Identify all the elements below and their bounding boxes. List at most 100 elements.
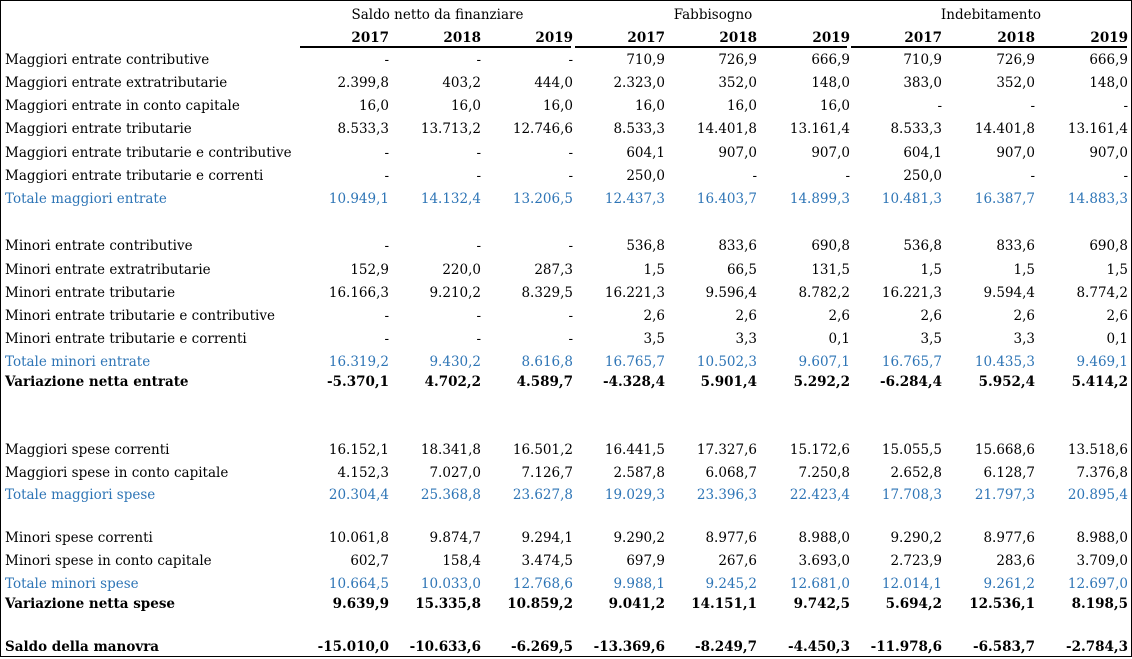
year-header: 2019: [812, 30, 850, 46]
row-label: Minori spese correnti: [5, 530, 153, 546]
table-row: Maggiori entrate tributarie e correnti - -…: [0, 168, 1132, 188]
year-header: 2017: [351, 30, 389, 46]
cell-value: 18.341,8: [420, 442, 481, 458]
cell-value: 283,6: [996, 553, 1035, 569]
cell-value: 12.014,1: [881, 576, 942, 592]
cell-value: 3.709,0: [1076, 553, 1128, 569]
cell-value: -: [476, 168, 481, 184]
cell-value: 710,9: [903, 52, 942, 68]
cell-value: 25.368,8: [420, 487, 481, 503]
cell-value: 131,5: [811, 262, 850, 278]
cell-value: 10.033,0: [420, 576, 481, 592]
cell-value: 10.502,3: [696, 354, 757, 370]
cell-value: 666,9: [1089, 52, 1128, 68]
cell-value: 9.988,1: [613, 576, 665, 592]
cell-value: 6.128,7: [983, 465, 1035, 481]
cell-value: 2,6: [1013, 308, 1035, 324]
row-label: Maggiori entrate in conto capitale: [5, 98, 240, 114]
cell-value: 287,3: [534, 262, 573, 278]
cell-value: 16.319,2: [328, 354, 389, 370]
cell-value: -: [752, 168, 757, 184]
cell-value: 2,6: [1106, 308, 1128, 324]
cell-value: 4.702,2: [424, 374, 481, 390]
cell-value: 604,1: [626, 145, 665, 161]
cell-value: -6.583,7: [973, 639, 1035, 655]
cell-value: 15.172,6: [789, 442, 850, 458]
year-header: 2018: [997, 30, 1035, 46]
cell-value: 3.693,0: [798, 553, 850, 569]
column-group-header: Indebitamento: [940, 7, 1042, 23]
cell-value: 8.533,3: [613, 121, 665, 137]
cell-value: 16.152,1: [328, 442, 389, 458]
row-label: Minori entrate contributive: [5, 238, 193, 254]
cell-value: 9.596,4: [705, 285, 757, 301]
cell-value: 9.041,2: [608, 596, 665, 612]
cell-value: 1,5: [920, 262, 942, 278]
table-row: Minori entrate extratributarie 152,9 220,0…: [0, 262, 1132, 282]
cell-value: 2,6: [735, 308, 757, 324]
row-label: Maggiori spese in conto capitale: [5, 465, 229, 481]
year-header: 2019: [1090, 30, 1128, 46]
cell-value: 602,7: [350, 553, 389, 569]
table-row: Maggiori entrate in conto capitale 16,0 16…: [0, 98, 1132, 118]
table-row: Totale minori spese 10.664,5 10.033,0 12.76…: [0, 576, 1132, 596]
cell-value: 9.607,1: [798, 354, 850, 370]
cell-value: 8.782,2: [798, 285, 850, 301]
cell-value: -6.284,4: [880, 374, 942, 390]
cell-value: 690,8: [1089, 238, 1128, 254]
row-label: Minori entrate extratributarie: [5, 262, 211, 278]
cell-value: -6.269,5: [511, 639, 573, 655]
cell-value: 16.501,2: [512, 442, 573, 458]
cell-value: 3.474,5: [521, 553, 573, 569]
cell-value: 8.329,5: [521, 285, 573, 301]
cell-value: -: [1123, 168, 1128, 184]
cell-value: 3,5: [920, 331, 942, 347]
cell-value: -11.978,6: [870, 639, 942, 655]
cell-value: 0,1: [828, 331, 850, 347]
cell-value: 7.376,8: [1076, 465, 1128, 481]
cell-value: 8.616,8: [521, 354, 573, 370]
cell-value: 907,0: [718, 145, 757, 161]
cell-value: 16,0: [542, 98, 573, 114]
cell-value: 148,0: [811, 75, 850, 91]
cell-value: 16.387,7: [974, 191, 1035, 207]
row-label: Minori spese in conto capitale: [5, 553, 212, 569]
cell-value: 250,0: [903, 168, 942, 184]
cell-value: 15.668,6: [974, 442, 1035, 458]
cell-value: 7.250,8: [798, 465, 850, 481]
cell-value: -: [384, 331, 389, 347]
cell-value: 12.746,6: [512, 121, 573, 137]
cell-value: -4.450,3: [788, 639, 850, 655]
cell-value: 9.594,4: [983, 285, 1035, 301]
cell-value: 21.797,3: [974, 487, 1035, 503]
cell-value: 16.441,5: [604, 442, 665, 458]
row-label: Maggiori entrate tributarie e correnti: [5, 168, 264, 184]
cell-value: -2.784,3: [1066, 639, 1128, 655]
cell-value: 6.068,7: [705, 465, 757, 481]
table-row: Totale minori entrate 16.319,2 9.430,2 8.61…: [0, 354, 1132, 374]
cell-value: -: [476, 145, 481, 161]
cell-value: -: [384, 145, 389, 161]
cell-value: -: [568, 331, 573, 347]
cell-value: -10.633,6: [409, 639, 481, 655]
cell-value: 12.681,0: [789, 576, 850, 592]
cell-value: 10.859,2: [507, 596, 573, 612]
cell-value: 403,2: [442, 75, 481, 91]
cell-value: 16,0: [819, 98, 850, 114]
column-group-header: Fabbisogno: [673, 7, 753, 23]
year-header: 2018: [443, 30, 481, 46]
header-rule: [300, 46, 571, 48]
cell-value: 12.697,0: [1067, 576, 1128, 592]
cell-value: 14.151,1: [691, 596, 757, 612]
cell-value: 5.901,4: [700, 374, 757, 390]
row-label: Variazione netta spese: [5, 596, 176, 612]
cell-value: 3,3: [735, 331, 757, 347]
table-row: Variazione netta spese 9.639,9 15.335,8 10.…: [0, 596, 1132, 616]
table-row: Minori spese in conto capitale 602,7 158,4…: [0, 553, 1132, 573]
table-row: Variazione netta entrate -5.370,1 4.702,2 4…: [0, 374, 1132, 394]
cell-value: 4.589,7: [516, 374, 573, 390]
cell-value: 352,0: [718, 75, 757, 91]
cell-value: 8.988,0: [798, 530, 850, 546]
table-row: Minori entrate tributarie e contributive…: [0, 308, 1132, 328]
cell-value: 17.327,6: [696, 442, 757, 458]
